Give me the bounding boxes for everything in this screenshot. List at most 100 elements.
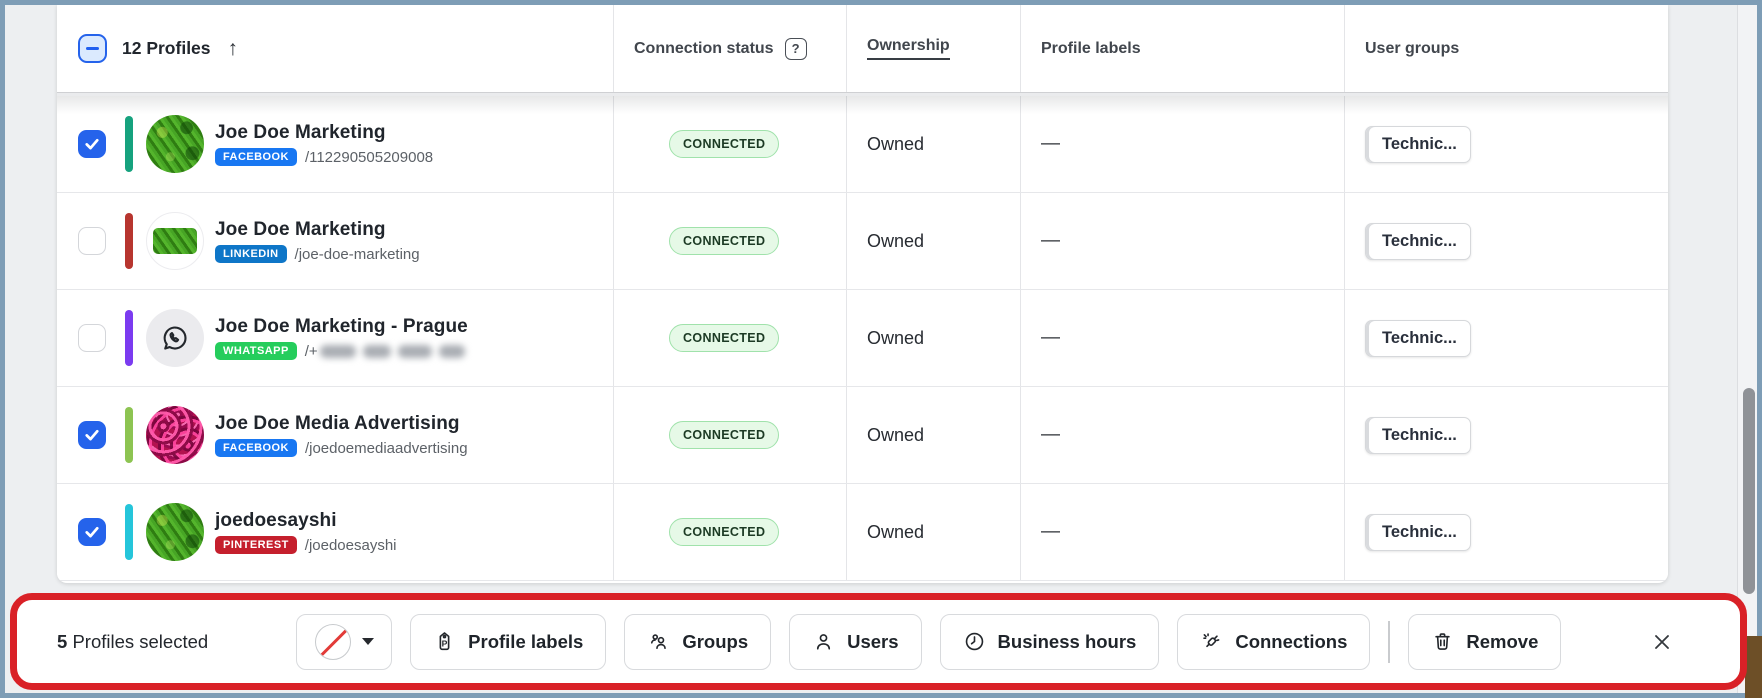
- profile-labels-value: —: [1041, 424, 1060, 445]
- connection-status-cell: CONNECTED: [613, 290, 846, 386]
- column-header-profile-labels[interactable]: Profile labels: [1020, 5, 1344, 92]
- profile-cell: Joe Doe Marketing LINKEDIN /joe-doe-mark…: [57, 193, 613, 289]
- profile-labels-value: —: [1041, 521, 1060, 542]
- row-checkbox[interactable]: [78, 130, 106, 158]
- check-icon: [85, 138, 99, 150]
- connections-button[interactable]: Connections: [1177, 613, 1371, 670]
- groups-button[interactable]: Groups: [624, 613, 772, 670]
- ownership-value: Owned: [867, 521, 925, 542]
- profile-labels-button[interactable]: P Profile labels: [410, 613, 607, 670]
- profile-labels-value: —: [1041, 133, 1060, 154]
- table-row: Joe Doe Marketing LINKEDIN /joe-doe-mark…: [57, 193, 1668, 290]
- remove-button[interactable]: Remove: [1408, 613, 1562, 670]
- network-badge: LINKEDIN: [215, 245, 287, 263]
- row-checkbox[interactable]: [78, 227, 106, 255]
- profile-labels-value: —: [1041, 230, 1060, 251]
- connection-status-cell: CONNECTED: [613, 96, 846, 192]
- sort-ascending-icon[interactable]: ↑: [227, 36, 239, 60]
- no-color-swatch-icon: [314, 623, 351, 660]
- groups-icon: [651, 634, 667, 650]
- selection-count: 5: [57, 630, 68, 652]
- user-group-chip[interactable]: Technic...: [1365, 319, 1471, 357]
- profile-name: Joe Doe Marketing - Prague: [215, 316, 468, 338]
- tag-icon: P: [439, 632, 450, 651]
- profile-name: Joe Doe Marketing: [215, 122, 386, 144]
- close-button[interactable]: [1650, 630, 1674, 654]
- ownership-value: Owned: [867, 133, 925, 154]
- connection-status-badge: CONNECTED: [669, 518, 780, 546]
- ownership-cell: Owned: [846, 193, 1020, 289]
- network-badge: FACEBOOK: [215, 439, 297, 457]
- ownership-cell: Owned: [846, 387, 1020, 483]
- profile-text: joedoesayshi PINTEREST /joedoesayshi: [215, 510, 397, 554]
- row-checkbox[interactable]: [78, 324, 106, 352]
- ownership-cell: Owned: [846, 290, 1020, 386]
- column-header-connection-status[interactable]: Connection status ?: [613, 5, 846, 92]
- whatsapp-icon: [163, 326, 187, 350]
- users-button[interactable]: Users: [789, 613, 922, 670]
- table-row: Joe Doe Media Advertising FACEBOOK /joed…: [57, 387, 1668, 484]
- redacted-handle: [319, 344, 465, 358]
- row-checkbox[interactable]: [78, 421, 106, 449]
- profile-avatar: [146, 503, 204, 561]
- button-divider: [1388, 620, 1391, 663]
- selection-count-text: 5 Profiles selected: [57, 631, 208, 653]
- connection-status-badge: CONNECTED: [669, 227, 780, 255]
- profile-labels-cell: —: [1020, 96, 1344, 192]
- profiles-table: 12 Profiles ↑ Connection status ? Owners…: [57, 5, 1668, 583]
- profile-color-bar: [125, 504, 133, 560]
- user-group-chip[interactable]: Technic...: [1365, 125, 1471, 163]
- scrollbar-track-border: [1737, 5, 1738, 693]
- connection-status-badge: CONNECTED: [669, 130, 780, 158]
- profile-handle: /joedoesayshi: [304, 536, 397, 554]
- user-group-chip[interactable]: Technic...: [1365, 222, 1471, 260]
- profile-avatar: [146, 309, 204, 367]
- profile-name: Joe Doe Marketing: [215, 219, 386, 241]
- profile-color-bar: [125, 407, 133, 463]
- profile-labels-cell: —: [1020, 290, 1344, 386]
- help-icon[interactable]: ?: [784, 37, 807, 60]
- profile-avatar: [146, 406, 204, 464]
- select-all-checkbox[interactable]: [78, 34, 107, 63]
- header-profiles-cell: 12 Profiles ↑: [57, 5, 613, 92]
- column-header-ownership[interactable]: Ownership: [846, 5, 1020, 92]
- check-icon: [85, 526, 99, 538]
- profile-handle: /112290505209008: [304, 148, 434, 166]
- user-groups-cell: Technic...: [1344, 387, 1668, 483]
- connection-status-cell: CONNECTED: [613, 484, 846, 580]
- connection-status-cell: CONNECTED: [613, 387, 846, 483]
- color-swatch-button[interactable]: [296, 613, 393, 670]
- connection-status-badge: CONNECTED: [669, 421, 780, 449]
- profile-cell: Joe Doe Marketing FACEBOOK /112290505209…: [57, 96, 613, 192]
- user-groups-cell: Technic...: [1344, 290, 1668, 386]
- column-header-user-groups[interactable]: User groups: [1344, 5, 1668, 92]
- header-separator: [57, 93, 1668, 96]
- ownership-value: Owned: [867, 327, 925, 348]
- check-icon: [85, 429, 99, 441]
- profile-cell: joedoesayshi PINTEREST /joedoesayshi: [57, 484, 613, 580]
- profile-labels-cell: —: [1020, 484, 1344, 580]
- table-row: Joe Doe Marketing FACEBOOK /112290505209…: [57, 96, 1668, 193]
- scrollbar-thumb[interactable]: [1743, 388, 1755, 594]
- user-icon: [817, 634, 831, 650]
- network-badge: PINTEREST: [215, 536, 297, 554]
- profile-avatar: [146, 115, 204, 173]
- profile-color-bar: [125, 116, 133, 172]
- table-header-row: 12 Profiles ↑ Connection status ? Owners…: [57, 5, 1668, 93]
- user-groups-cell: Technic...: [1344, 484, 1668, 580]
- profile-handle: /joe-doe-marketing: [294, 245, 420, 263]
- row-checkbox[interactable]: [78, 518, 106, 546]
- profile-name: joedoesayshi: [215, 510, 337, 532]
- selection-action-bar: 5 Profiles selected P Profile labels Gro…: [10, 593, 1747, 690]
- profile-text: Joe Doe Marketing LINKEDIN /joe-doe-mark…: [215, 219, 420, 263]
- table-row: Joe Doe Marketing - Prague WHATSAPP /+ C…: [57, 290, 1668, 387]
- connection-status-badge: CONNECTED: [669, 324, 780, 352]
- svg-text:P: P: [442, 638, 448, 648]
- profile-labels-cell: —: [1020, 193, 1344, 289]
- ownership-cell: Owned: [846, 484, 1020, 580]
- table-body: Joe Doe Marketing FACEBOOK /112290505209…: [57, 96, 1668, 581]
- profile-cell: Joe Doe Media Advertising FACEBOOK /joed…: [57, 387, 613, 483]
- user-group-chip[interactable]: Technic...: [1365, 513, 1471, 551]
- business-hours-button[interactable]: Business hours: [939, 613, 1160, 670]
- user-group-chip[interactable]: Technic...: [1365, 416, 1471, 454]
